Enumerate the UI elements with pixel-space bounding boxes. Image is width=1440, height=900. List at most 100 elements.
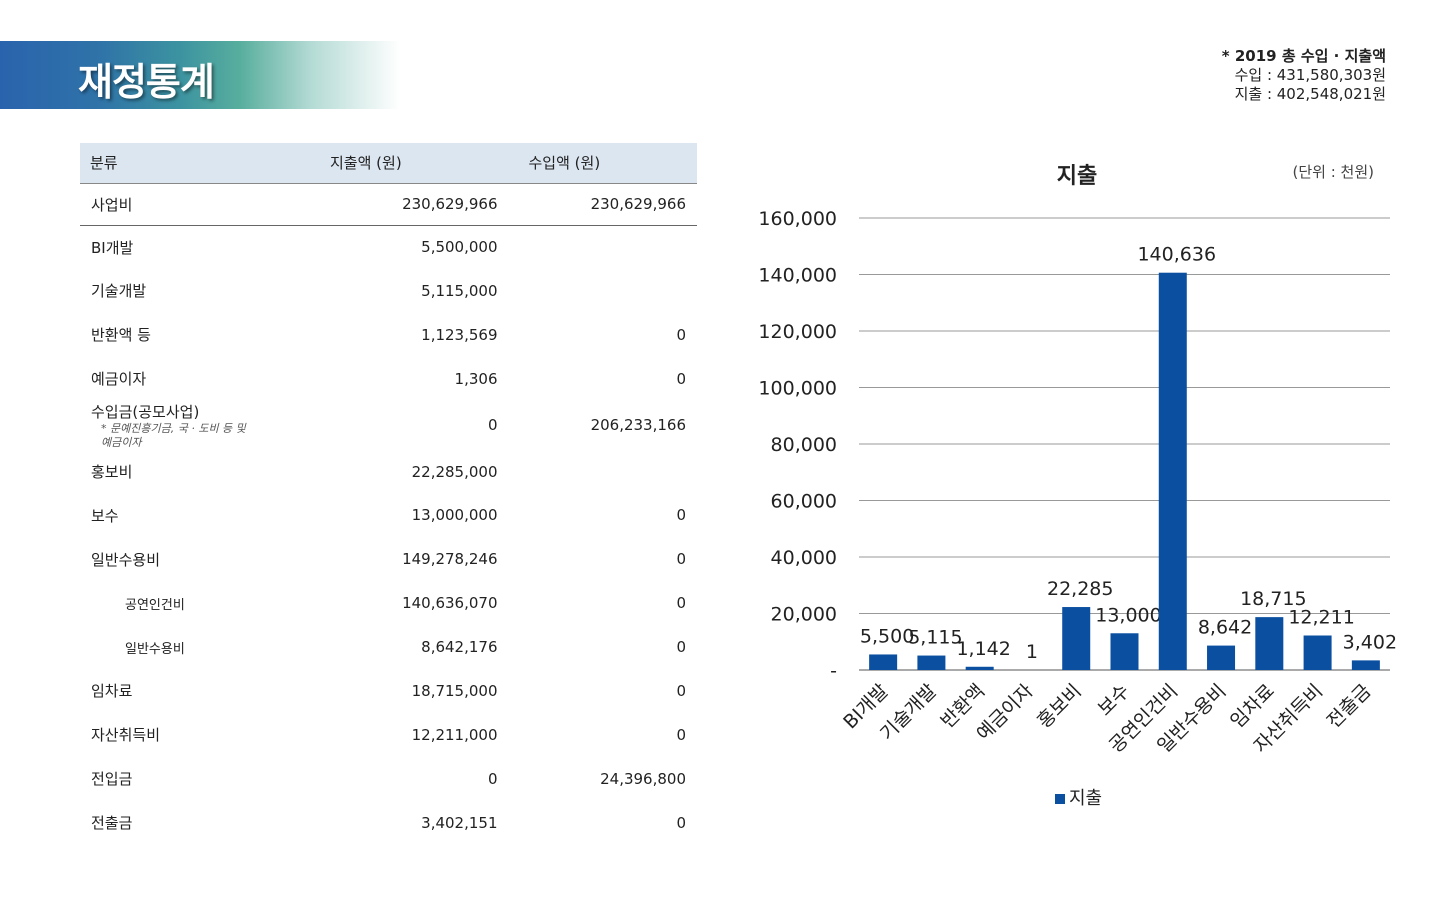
row-label: 공연인건비 (80, 581, 320, 625)
row-label-text: 자산취득비 (91, 726, 161, 745)
row-expense: 230,629,966 (320, 183, 509, 226)
row-label: 임차료 (80, 669, 320, 713)
row-income: 0 (676, 369, 686, 388)
data-label: 1 (1026, 641, 1038, 663)
row-expense: 8,642,176 (421, 638, 498, 657)
row-label: 전입금 (80, 757, 320, 801)
summary-income: 수입 : 431,580,303원 (1234, 66, 1386, 84)
table-row: 일반수용비 8,642,176 0 (80, 625, 697, 669)
y-tick-label: 120,000 (758, 321, 837, 343)
bar (1110, 633, 1139, 670)
row-label-text: 예금이자 (91, 370, 147, 389)
row-label-text: 일반수용비 (125, 641, 185, 657)
bar (917, 655, 946, 670)
row-note: * 문예진흥기금, 국 · 도비 등 및 예금이자 (101, 421, 246, 449)
col-category: 분류 (80, 143, 320, 184)
row-label: 일반수용비 (80, 625, 320, 669)
row-income (509, 450, 698, 494)
row-expense: 13,000,000 (411, 506, 498, 525)
x-tick-label: 홍보비 (1033, 680, 1086, 733)
row-expense: 5,500,000 (421, 238, 498, 257)
row-income: 206,233,166 (590, 416, 686, 435)
row-label: 사업비 (80, 183, 320, 226)
y-tick-label: 140,000 (758, 265, 837, 287)
row-income: 0 (676, 813, 686, 832)
data-label: 8,642 (1198, 617, 1252, 639)
row-label: 일반수용비 (80, 537, 320, 581)
row-expense: 12,211,000 (411, 725, 498, 744)
data-label: 140,636 (1137, 244, 1216, 266)
summary-expense: 지출 : 402,548,021원 (1234, 85, 1386, 103)
row-label-text: 일반수용비 (91, 550, 161, 569)
y-tick-label: - (830, 660, 837, 682)
bar (965, 666, 994, 670)
row-expense: 0 (487, 769, 498, 788)
legend-swatch (1055, 794, 1065, 804)
row-label-text: 임차료 (91, 682, 133, 701)
table-row: 전출금 3,402,151 0 (80, 801, 697, 845)
row-label-text: 전출금 (91, 814, 133, 833)
data-label: 5,500 (860, 625, 914, 647)
table-row: BI개발 5,500,000 (80, 225, 697, 269)
row-income: 24,396,800 (600, 769, 686, 788)
bar (1207, 645, 1236, 670)
col-income: 수입액 (원) (508, 143, 697, 184)
row-label: 반환액 등 (80, 313, 320, 357)
row-expense: 0 (487, 416, 498, 435)
y-tick-label: 160,000 (758, 208, 837, 230)
row-expense: 22,285,000 (411, 462, 498, 481)
data-label: 3,402 (1343, 631, 1397, 653)
table-row: 반환액 등 1,123,569 0 (80, 313, 697, 357)
table-row: 임차료 18,715,000 0 (80, 669, 697, 713)
bar (869, 654, 898, 670)
row-label-text: 전입금 (91, 770, 133, 789)
chart-legend: 지출 (1055, 784, 1102, 810)
row-label: 수입금(공모사업)* 문예진흥기금, 국 · 도비 등 및 예금이자 (80, 401, 320, 450)
x-tick-label: 전출금 (1323, 680, 1376, 733)
row-income: 230,629,966 (508, 183, 697, 226)
summary: * 2019 총 수입 · 지출액 수입 : 431,580,303원 지출 :… (1222, 47, 1386, 104)
x-tick-label: 보수 (1094, 680, 1134, 720)
bar (1158, 272, 1187, 670)
expense-chart: 지출 (단위 : 천원) - 20,000 40,000 60,000 80,000 100,… (758, 163, 1397, 757)
row-income: 0 (676, 550, 686, 569)
row-label-text: 기술개발 (91, 282, 147, 301)
table-row: 전입금 0 24,396,800 (80, 757, 697, 801)
y-tick-label: 100,000 (758, 378, 837, 400)
table-row: 자산취득비 12,211,000 0 (80, 713, 697, 757)
y-tick-label: 20,000 (771, 604, 837, 626)
y-tick-label: 80,000 (771, 434, 837, 456)
data-label: 22,285 (1047, 578, 1113, 600)
row-expense: 5,115,000 (421, 281, 498, 300)
table-row: 홍보비 22,285,000 (80, 450, 697, 494)
finance-table: 분류 지출액 (원) 수입액 (원) 사업비 230,629,966 230,629… (80, 143, 697, 845)
table-row: 기술개발 5,115,000 (80, 269, 697, 313)
row-expense: 1,123,569 (421, 325, 498, 344)
row-label-text: 공연인건비 (125, 597, 185, 613)
bar (1351, 660, 1380, 670)
table-row: 수입금(공모사업)* 문예진흥기금, 국 · 도비 등 및 예금이자 0 206,2… (80, 401, 697, 450)
data-label: 13,000 (1095, 604, 1161, 626)
y-tick-label: 40,000 (771, 547, 837, 569)
row-label-text: 사업비 (91, 195, 133, 214)
row-label: 기술개발 (80, 269, 320, 313)
row-income: 0 (676, 506, 686, 525)
row-income: 0 (676, 681, 686, 700)
col-expense: 지출액 (원) (320, 143, 509, 184)
bar (1062, 607, 1091, 670)
row-label: 보수 (80, 493, 320, 537)
row-label-text: 수입금(공모사업) (91, 402, 200, 421)
data-label: 5,115 (908, 627, 962, 649)
bar (1255, 617, 1284, 670)
legend-label: 지출 (1069, 788, 1103, 809)
table-row: 예금이자 1,306 0 (80, 357, 697, 401)
page-title: 재정통계 (78, 60, 215, 104)
row-income: 0 (676, 325, 686, 344)
row-label: 전출금 (80, 801, 320, 845)
row-label-text: 반환액 등 (91, 326, 151, 345)
row-label-text: 홍보비 (91, 463, 133, 481)
chart-title: 지출 (1057, 164, 1097, 189)
table-row: 일반수용비 149,278,246 0 (80, 537, 697, 581)
row-label-text: BI개발 (91, 238, 134, 257)
row-label: 자산취득비 (80, 713, 320, 757)
